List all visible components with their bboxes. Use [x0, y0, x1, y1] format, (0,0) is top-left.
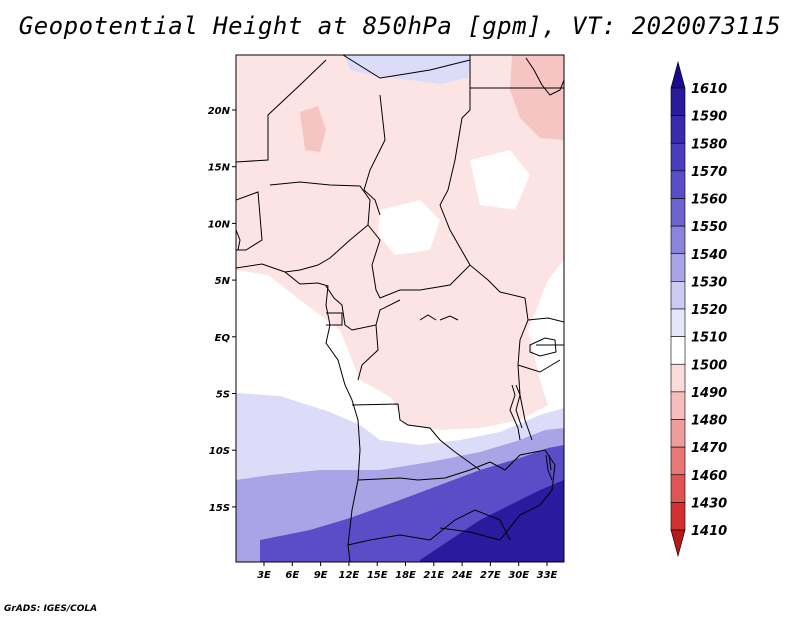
colorbar-cell — [670, 474, 686, 503]
border-line — [342, 55, 471, 79]
map-field — [236, 55, 564, 562]
colorbar-label: 1480 — [691, 414, 727, 429]
colorbar-label: 1610 — [691, 82, 727, 97]
colorbar-cell — [670, 529, 686, 558]
colorbar-cell — [670, 87, 686, 116]
border-line — [439, 514, 521, 541]
field-blue-dark-region — [420, 480, 564, 562]
border-line — [351, 299, 401, 331]
colorbar-label: 1540 — [691, 248, 727, 263]
lon-tick-label: 3E — [257, 570, 271, 581]
coastline — [236, 263, 361, 562]
border-line — [236, 59, 327, 163]
border-line — [439, 55, 471, 206]
map-frame — [235, 54, 565, 563]
colorbar-cell — [670, 446, 686, 476]
border-line — [351, 403, 481, 471]
lon-tick-label: 12E — [339, 570, 360, 581]
border-line — [527, 317, 564, 323]
colorbar-label: 1460 — [691, 469, 727, 484]
field-pink-deep-region — [300, 106, 326, 152]
colorbar-label: 1550 — [691, 220, 727, 235]
border-line — [439, 204, 471, 266]
colorbar: 1610 1590 1580 1570 1560 1550 1540 1530 1520 1510… — [670, 60, 727, 558]
lake-line — [419, 314, 459, 321]
coast-detail — [236, 229, 241, 251]
lon-tick-label: 27E — [480, 570, 501, 581]
colorbar-cell — [670, 225, 686, 255]
lat-tick-label: 5N — [215, 276, 231, 287]
colorbar-cell — [670, 419, 686, 448]
lat-tick-label: 15S — [209, 503, 230, 514]
field-white-patch — [378, 200, 440, 255]
lon-tick-label: 24E — [452, 570, 473, 581]
border-line — [489, 449, 556, 516]
border-line — [357, 324, 379, 381]
grads-credit: GrADS: IGES/COLA — [4, 604, 98, 614]
colorbar-cell — [670, 170, 686, 199]
lake-line — [529, 337, 557, 357]
lon-tick-label: 30E — [508, 570, 529, 581]
field-pink-deep-region — [510, 55, 564, 140]
map-title: Geopotential Height at 850hPa [gpm], VT:… — [18, 12, 782, 40]
colorbar-label: 1490 — [691, 386, 727, 401]
colorbar-cell — [670, 308, 686, 337]
field-white-patch — [470, 150, 530, 210]
lon-tick-label: 21E — [423, 570, 444, 581]
colorbar-cell — [670, 336, 686, 365]
colorbar-label: 1570 — [691, 165, 727, 180]
border-line — [325, 285, 353, 331]
border-line — [326, 312, 343, 326]
lat-tick-label: 10N — [208, 219, 231, 230]
border-line — [517, 359, 561, 373]
border-line — [347, 509, 511, 546]
colorbar-label: 1430 — [691, 496, 727, 511]
colorbar-label: 1500 — [691, 358, 727, 373]
border-line — [357, 461, 491, 481]
lon-tick-label: 18E — [395, 570, 416, 581]
coast-detail — [525, 57, 564, 96]
colorbar-label: 1560 — [691, 193, 727, 208]
colorbar-label: 1580 — [691, 137, 727, 152]
colorbar-cell — [670, 253, 686, 282]
border-line — [363, 94, 386, 216]
colorbar-cell — [670, 115, 686, 144]
colorbar-label: 1510 — [691, 331, 727, 346]
lon-tick-label: 6E — [285, 570, 299, 581]
colorbar-label: 1530 — [691, 275, 727, 290]
lon-tick-label: 9E — [314, 570, 328, 581]
lon-tick-label: 15E — [367, 570, 388, 581]
lat-tick-label: 15N — [208, 163, 231, 174]
colorbar-cell — [670, 391, 686, 420]
colorbar-label: 1520 — [691, 303, 727, 318]
colorbar-label: 1470 — [691, 441, 727, 456]
colorbar-cell — [670, 502, 686, 531]
colorbar-label: 1590 — [691, 110, 727, 125]
lake-line — [545, 454, 553, 481]
lat-tick-label: 20N — [208, 106, 231, 117]
longitude-ticks: 3E 6E 9E 12E 15E 18E 21E 24E 27E 30E 33E — [257, 562, 558, 581]
colorbar-cell — [670, 281, 686, 310]
lat-tick-label: 5S — [216, 390, 230, 401]
field-blue-pale-top — [345, 55, 470, 84]
border-line — [367, 224, 526, 299]
lon-tick-label: 33E — [537, 570, 558, 581]
colorbar-cell — [670, 198, 686, 227]
latitude-ticks: 20N 15N 10N 5N EQ 5S 10S 15S — [208, 106, 236, 514]
lake-line — [509, 384, 523, 441]
colorbar-cell — [670, 60, 686, 89]
colorbar-cell — [670, 363, 686, 393]
colorbar-label: 1410 — [691, 524, 727, 539]
lat-tick-label: EQ — [215, 333, 231, 344]
border-line — [236, 191, 263, 251]
country-borders — [236, 55, 564, 562]
lat-tick-label: 10S — [209, 446, 230, 457]
colorbar-cell — [670, 142, 686, 172]
